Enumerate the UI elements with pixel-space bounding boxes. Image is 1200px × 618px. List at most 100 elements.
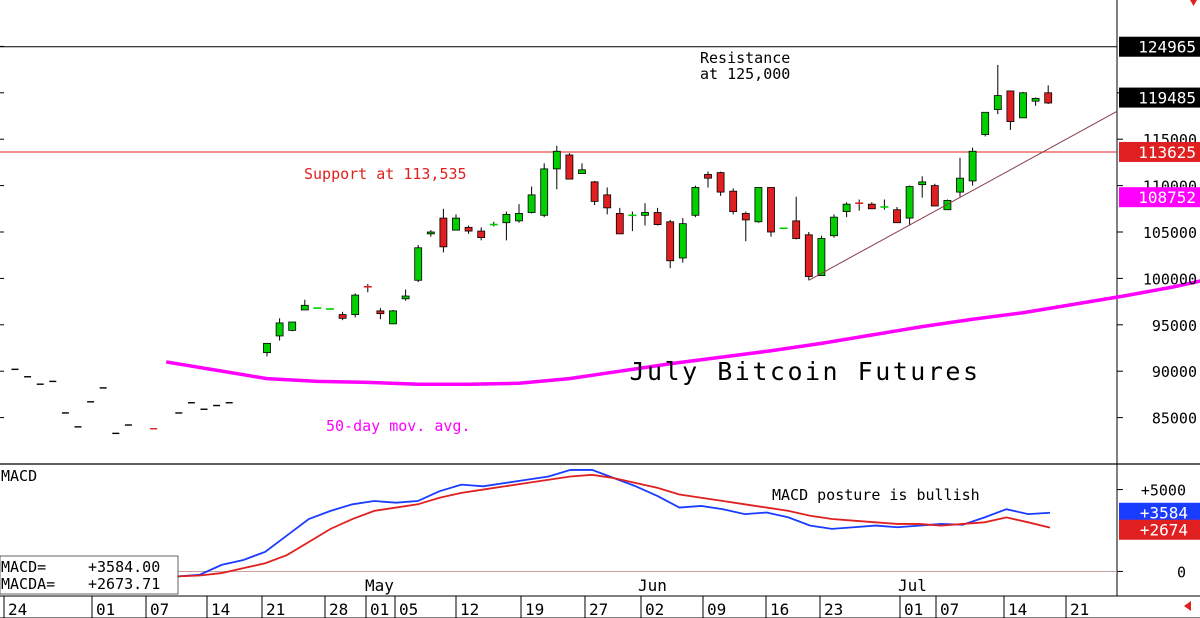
month-label: Jul xyxy=(898,576,927,595)
macd-y-tick-label: +5000 xyxy=(1141,482,1186,500)
candle-body xyxy=(1044,92,1053,104)
candle-body xyxy=(968,150,977,182)
scroll-up-arrow-icon[interactable] xyxy=(1190,0,1197,6)
annotation-resistance-line2: at 125,000 xyxy=(700,65,790,83)
date-label: 21 xyxy=(1070,600,1089,618)
candle-body xyxy=(817,238,826,277)
candle-body xyxy=(603,194,612,209)
annotation-support: Support at 113,535 xyxy=(304,165,467,183)
scroll-left-arrow-icon[interactable] xyxy=(1184,601,1191,611)
date-label: 05 xyxy=(399,600,418,618)
date-label: 12 xyxy=(460,600,479,618)
macd-readout-label-0: MACD= xyxy=(1,558,46,576)
candle-body xyxy=(565,154,574,180)
macd-flag-0 xyxy=(1119,502,1200,523)
candle-body xyxy=(477,230,486,238)
candle-body xyxy=(401,295,410,300)
month-label: Jun xyxy=(638,576,667,595)
candle-body xyxy=(792,220,801,239)
price-flag-label: 108752 xyxy=(1138,188,1196,207)
date-label: 02 xyxy=(645,600,664,618)
candle-body xyxy=(527,194,536,213)
candle-body xyxy=(376,310,385,315)
date-label: 01 xyxy=(904,600,923,618)
candle-body xyxy=(464,226,473,232)
candle-body xyxy=(981,111,990,135)
price-flag-124965 xyxy=(1119,36,1200,57)
candle-body xyxy=(641,212,649,216)
macd-readout-value-0: +3584.00 xyxy=(88,558,160,576)
macd-flag-label: +3584 xyxy=(1140,504,1188,523)
price-y-tick-label: 85000 xyxy=(1152,410,1197,428)
macd-annotation: MACD posture is bullish xyxy=(772,486,980,504)
candle-body xyxy=(704,174,712,179)
candle-body xyxy=(729,190,738,212)
candle-body xyxy=(1019,92,1027,119)
candle-body xyxy=(842,203,851,212)
date-label: 09 xyxy=(707,600,726,618)
date-label: 14 xyxy=(1008,600,1027,618)
candle-body xyxy=(351,294,360,315)
candle-body xyxy=(263,342,271,354)
candle-body xyxy=(452,217,460,231)
price-flag-label: 124965 xyxy=(1138,38,1196,57)
date-label: 24 xyxy=(8,600,27,618)
candle-body xyxy=(414,247,423,281)
annotation-moving-average: 50-day mov. avg. xyxy=(326,417,471,435)
candle-body xyxy=(918,181,927,186)
date-label: 16 xyxy=(770,600,789,618)
trendline xyxy=(808,110,1118,281)
candle-body xyxy=(1006,90,1015,122)
macd-readout-label-1: MACDA= xyxy=(1,575,55,593)
candle-body xyxy=(804,234,813,277)
candle-body xyxy=(905,186,914,219)
date-label: 01 xyxy=(370,600,389,618)
candle-body xyxy=(691,187,700,216)
candle-body xyxy=(338,314,347,319)
price-flag-119485 xyxy=(1119,87,1200,108)
candle-body xyxy=(552,150,561,170)
date-label: 01 xyxy=(96,600,115,618)
price-flag-108752 xyxy=(1119,187,1200,208)
candle-body xyxy=(615,213,624,235)
candle-body xyxy=(678,223,687,259)
date-label: 14 xyxy=(211,600,230,618)
candle-body xyxy=(956,177,964,193)
readout-box xyxy=(0,555,179,595)
date-label: 19 xyxy=(525,600,544,618)
candle-body xyxy=(578,169,586,174)
candle-body xyxy=(590,181,599,202)
candle-body xyxy=(830,216,838,237)
macd-flag-1 xyxy=(1119,519,1200,540)
candle-body xyxy=(1031,97,1040,102)
macd-y-tick-label: 0 xyxy=(1177,563,1186,581)
macd-panel-label: MACD xyxy=(1,467,37,485)
annotation-resistance-line1: Resistance xyxy=(700,49,790,67)
candle-body xyxy=(754,187,763,223)
price-y-tick-label: 95000 xyxy=(1152,317,1197,335)
candle-body xyxy=(893,209,901,224)
candle-body xyxy=(943,200,952,211)
chart-title: July Bitcoin Futures xyxy=(629,357,980,386)
candle-body xyxy=(502,213,511,224)
candle-body xyxy=(275,322,284,337)
candle-body xyxy=(666,221,675,262)
candle-body xyxy=(300,304,309,311)
price-flag-113625 xyxy=(1119,141,1200,162)
date-label: 07 xyxy=(940,600,959,618)
date-label: 21 xyxy=(266,600,285,618)
date-label: 28 xyxy=(329,600,348,618)
date-label: 07 xyxy=(150,600,169,618)
candle-body xyxy=(993,95,1002,110)
candle-body xyxy=(288,321,297,331)
candle-body xyxy=(716,172,725,193)
price-y-tick-label: 90000 xyxy=(1152,363,1197,381)
price-y-tick-label: 105000 xyxy=(1143,224,1197,242)
candle-body xyxy=(439,217,448,248)
macd-flag-label: +2674 xyxy=(1140,521,1188,540)
candle-body xyxy=(389,310,397,325)
candle-body xyxy=(540,168,549,216)
candle-body xyxy=(767,187,775,233)
price-y-tick-label: 100000 xyxy=(1143,270,1197,288)
price-panel xyxy=(0,46,1200,435)
